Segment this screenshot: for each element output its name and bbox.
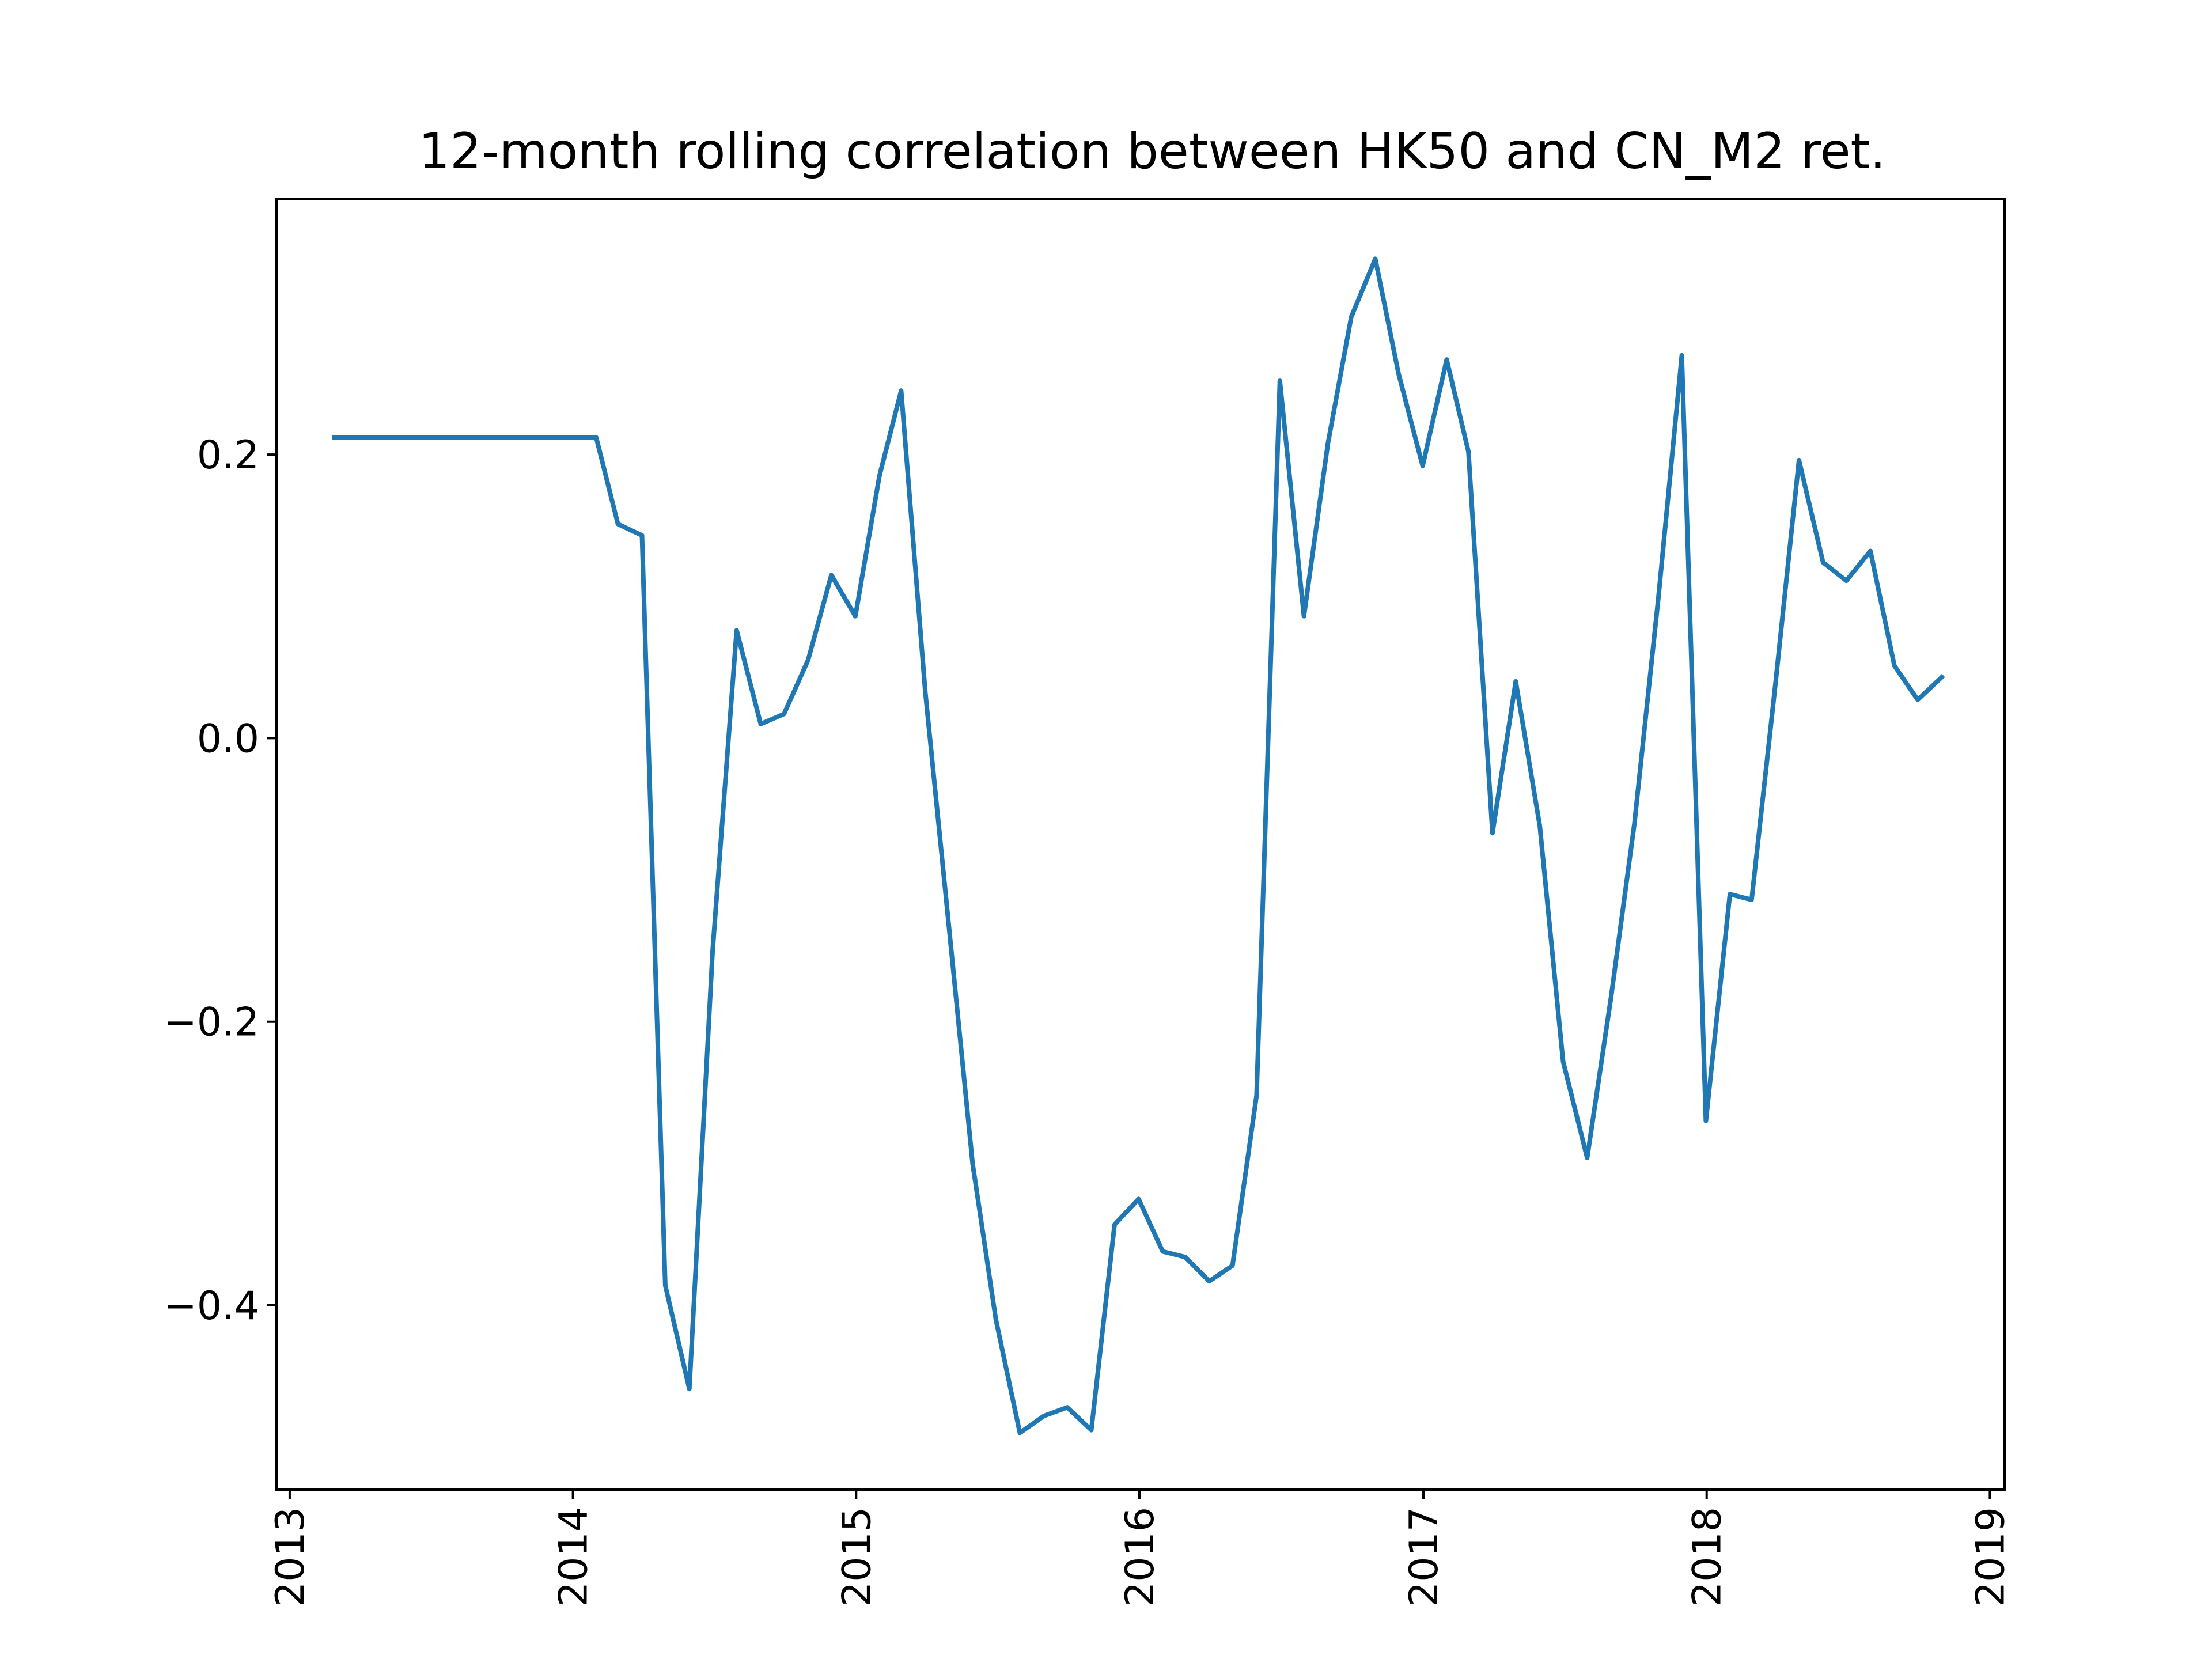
chart-title: 12-month rolling correlation between HK5… [418,123,1885,180]
x-tick-label: 2019 [1968,1507,2013,1607]
plot-frame [275,198,2006,1491]
y-tick-label: 0.0 [197,716,259,762]
x-tick-label: 2016 [1118,1507,1163,1607]
x-tick-label: 2017 [1402,1507,1447,1607]
x-tick-label: 2015 [834,1507,880,1607]
x-tick-label: 2018 [1685,1507,1730,1607]
y-tick-label: −0.2 [164,1000,259,1046]
y-tick-label: −0.4 [164,1283,259,1329]
y-axis: 0.2 0.0 −0.2 −0.4 [164,433,276,1329]
y-tick-label: 0.2 [197,433,259,478]
series-line [332,256,1945,1435]
x-tick-label: 2013 [268,1507,313,1607]
x-axis: 2013 2014 2015 2016 2017 2018 2019 [268,1490,2013,1607]
series-layer [332,256,1945,1435]
x-tick-label: 2014 [551,1507,597,1607]
